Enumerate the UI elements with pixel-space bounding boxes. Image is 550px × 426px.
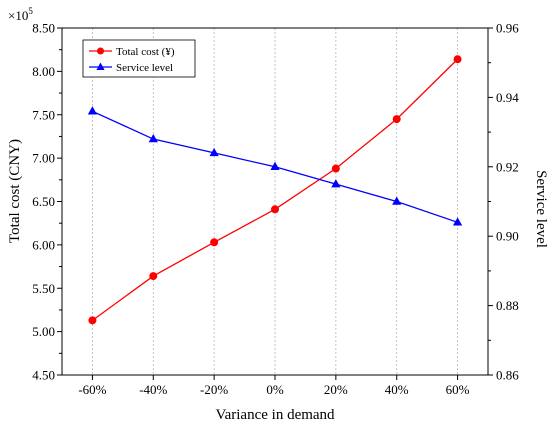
x-tick-label: -20% [200,382,228,397]
data-point-service-level [331,179,341,188]
data-point-total-cost [149,272,158,281]
y-tick-label-right: 0.94 [496,90,519,105]
y-axis-title-left: Total cost (CNY) [7,139,23,243]
data-point-service-level [209,147,219,157]
data-point-total-cost [331,164,340,173]
x-axis-title: Variance in demand [215,407,335,423]
y-tick-label-left: 5.50 [32,281,55,296]
x-tick-label: -40% [139,382,167,397]
legend-label-service-level: Service level [116,62,173,74]
y-tick-label-left: 8.00 [32,64,55,79]
x-tick-label: 40% [385,382,409,397]
y-tick-label-right: 0.86 [496,368,519,383]
data-point-total-cost [392,115,401,124]
y-tick-label-left: 7.00 [32,151,55,166]
data-point-service-level [452,217,463,226]
legend-marker-total-cost [97,47,104,55]
grid [92,28,458,375]
data-point-total-cost [88,316,97,325]
legend-box [82,39,196,78]
x-tick-label: -60% [78,382,106,397]
axis-ticks: -60% -40% -20% 0% 20% 40% 60% 4.50 5.00 5.50 6.00 6… [32,21,519,398]
x-tick-label: 0% [266,382,284,397]
data-point-total-cost [210,238,219,247]
y-tick-label-left: 4.50 [32,368,55,383]
series [87,55,463,325]
y-tick-label-right: 0.96 [496,21,519,36]
data-point-service-level [148,134,158,143]
y-tick-label-right: 0.90 [496,229,519,244]
data-point-total-cost [271,205,279,214]
y-axis-multiplier: ×105 [8,6,33,23]
y-tick-label-left: 6.50 [32,194,55,209]
y-tick-label-left: 8.50 [32,21,55,36]
legend-label-total-cost: Total cost (¥) [116,46,175,58]
y-tick-label-left: 6.00 [32,237,55,252]
data-point-service-level [270,161,280,170]
x-tick-label: 60% [446,382,470,397]
y-tick-label-left: 5.00 [32,324,55,339]
data-point-service-level [392,196,402,205]
y-tick-label-left: 7.50 [32,107,55,122]
data-point-total-cost [453,55,462,64]
data-point-service-level [87,106,98,115]
y-axis-title-right: Service level [533,170,549,248]
y-tick-label-right: 0.92 [496,159,519,174]
y-tick-label-right: 0.88 [496,298,519,313]
x-tick-label: 20% [324,382,348,397]
legend: Total cost (¥) Service level [82,39,196,78]
legend-marker-service-level [96,62,105,70]
